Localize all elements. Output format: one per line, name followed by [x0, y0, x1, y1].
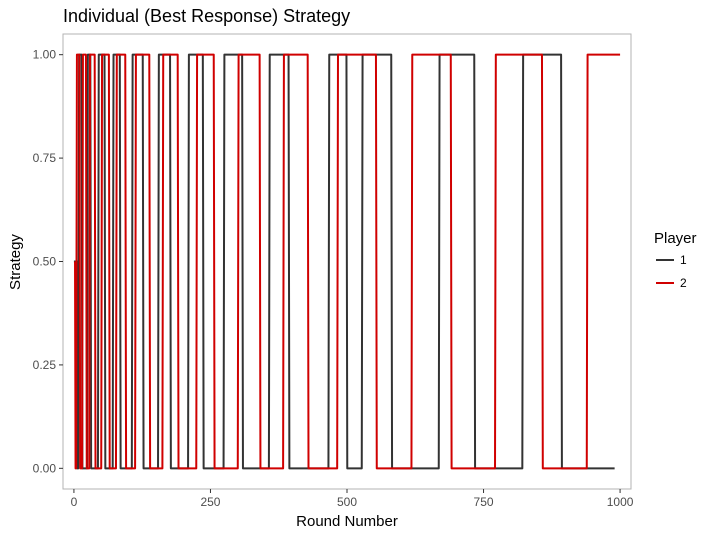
- series-layer: [73, 53, 621, 470]
- y-tick-label: 0.50: [33, 255, 57, 269]
- y-axis: 0.00 0.25 0.50 0.75 1.00: [33, 48, 63, 475]
- x-tick-label: 500: [337, 495, 357, 509]
- y-tick-label: 0.25: [33, 358, 57, 372]
- x-axis-label: Round Number: [296, 513, 398, 530]
- x-tick-label: 1000: [607, 495, 634, 509]
- legend-label-player-1: 1: [680, 253, 687, 267]
- y-tick-label: 1.00: [33, 48, 57, 62]
- legend-title: Player: [654, 230, 697, 247]
- x-tick-label: 250: [200, 495, 220, 509]
- x-tick-label: 750: [474, 495, 494, 509]
- legend: Player 12: [654, 230, 697, 290]
- x-axis: 0 250 500 750 1000: [71, 489, 634, 509]
- series-line-player-2: [74, 53, 621, 470]
- x-tick-label: 0: [71, 495, 78, 509]
- y-tick-label: 0.00: [33, 461, 57, 475]
- legend-label-player-2: 2: [680, 276, 687, 290]
- legend-items: 12: [656, 253, 687, 290]
- y-axis-label: Strategy: [7, 234, 24, 290]
- chart-title: Individual (Best Response) Strategy: [63, 6, 350, 26]
- y-tick-label: 0.75: [33, 151, 57, 165]
